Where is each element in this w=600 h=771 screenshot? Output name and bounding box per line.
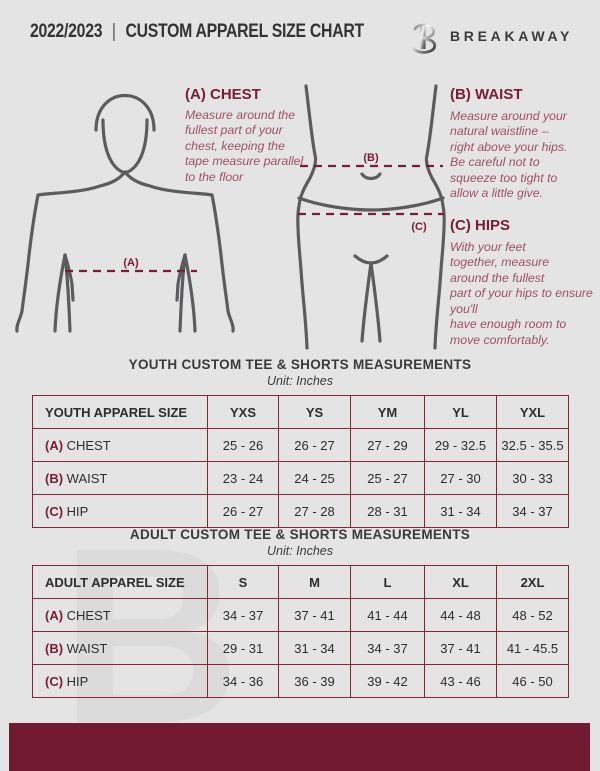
svg-text:(C): (C) xyxy=(411,221,427,233)
svg-text:(B): (B) xyxy=(363,152,379,164)
